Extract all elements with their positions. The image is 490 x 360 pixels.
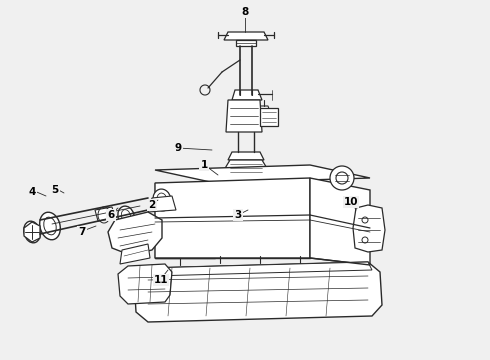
Polygon shape	[108, 212, 162, 255]
Polygon shape	[148, 262, 372, 276]
Polygon shape	[353, 205, 385, 252]
Circle shape	[336, 172, 348, 184]
Ellipse shape	[118, 206, 134, 226]
Polygon shape	[226, 100, 262, 132]
Text: 4: 4	[28, 187, 36, 197]
Polygon shape	[155, 183, 215, 258]
Circle shape	[362, 217, 368, 223]
Polygon shape	[224, 32, 268, 40]
Text: 7: 7	[78, 227, 86, 237]
Text: 5: 5	[51, 185, 59, 195]
Text: 1: 1	[200, 160, 208, 170]
Polygon shape	[95, 207, 115, 221]
Polygon shape	[24, 222, 40, 242]
Polygon shape	[236, 40, 256, 46]
Polygon shape	[148, 196, 176, 212]
Polygon shape	[232, 90, 262, 100]
Text: 11: 11	[154, 275, 168, 285]
Polygon shape	[228, 152, 264, 160]
Ellipse shape	[157, 193, 167, 207]
Circle shape	[362, 237, 368, 243]
Text: 10: 10	[344, 197, 358, 207]
Text: 8: 8	[242, 7, 248, 17]
Text: 2: 2	[148, 200, 156, 210]
Text: 9: 9	[174, 143, 182, 153]
Text: 6: 6	[107, 210, 115, 220]
Polygon shape	[155, 178, 310, 258]
Polygon shape	[134, 262, 382, 322]
Polygon shape	[224, 160, 268, 176]
Circle shape	[330, 166, 354, 190]
Ellipse shape	[153, 189, 171, 211]
Polygon shape	[258, 106, 270, 112]
Ellipse shape	[44, 217, 56, 235]
Ellipse shape	[122, 210, 131, 222]
Polygon shape	[260, 108, 278, 126]
Ellipse shape	[24, 221, 40, 243]
Text: 3: 3	[234, 210, 242, 220]
Ellipse shape	[40, 212, 60, 240]
Polygon shape	[118, 264, 172, 304]
Polygon shape	[310, 178, 370, 265]
Polygon shape	[120, 244, 150, 264]
Polygon shape	[155, 165, 370, 183]
